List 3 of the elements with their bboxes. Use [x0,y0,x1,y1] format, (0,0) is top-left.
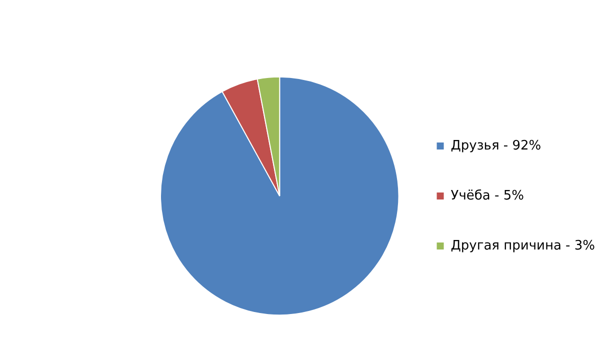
legend-label: Учёба - 5% [450,188,524,204]
legend-label: Другая причина - 3% [450,238,596,254]
legend-label: Друзья - 92% [450,138,542,154]
